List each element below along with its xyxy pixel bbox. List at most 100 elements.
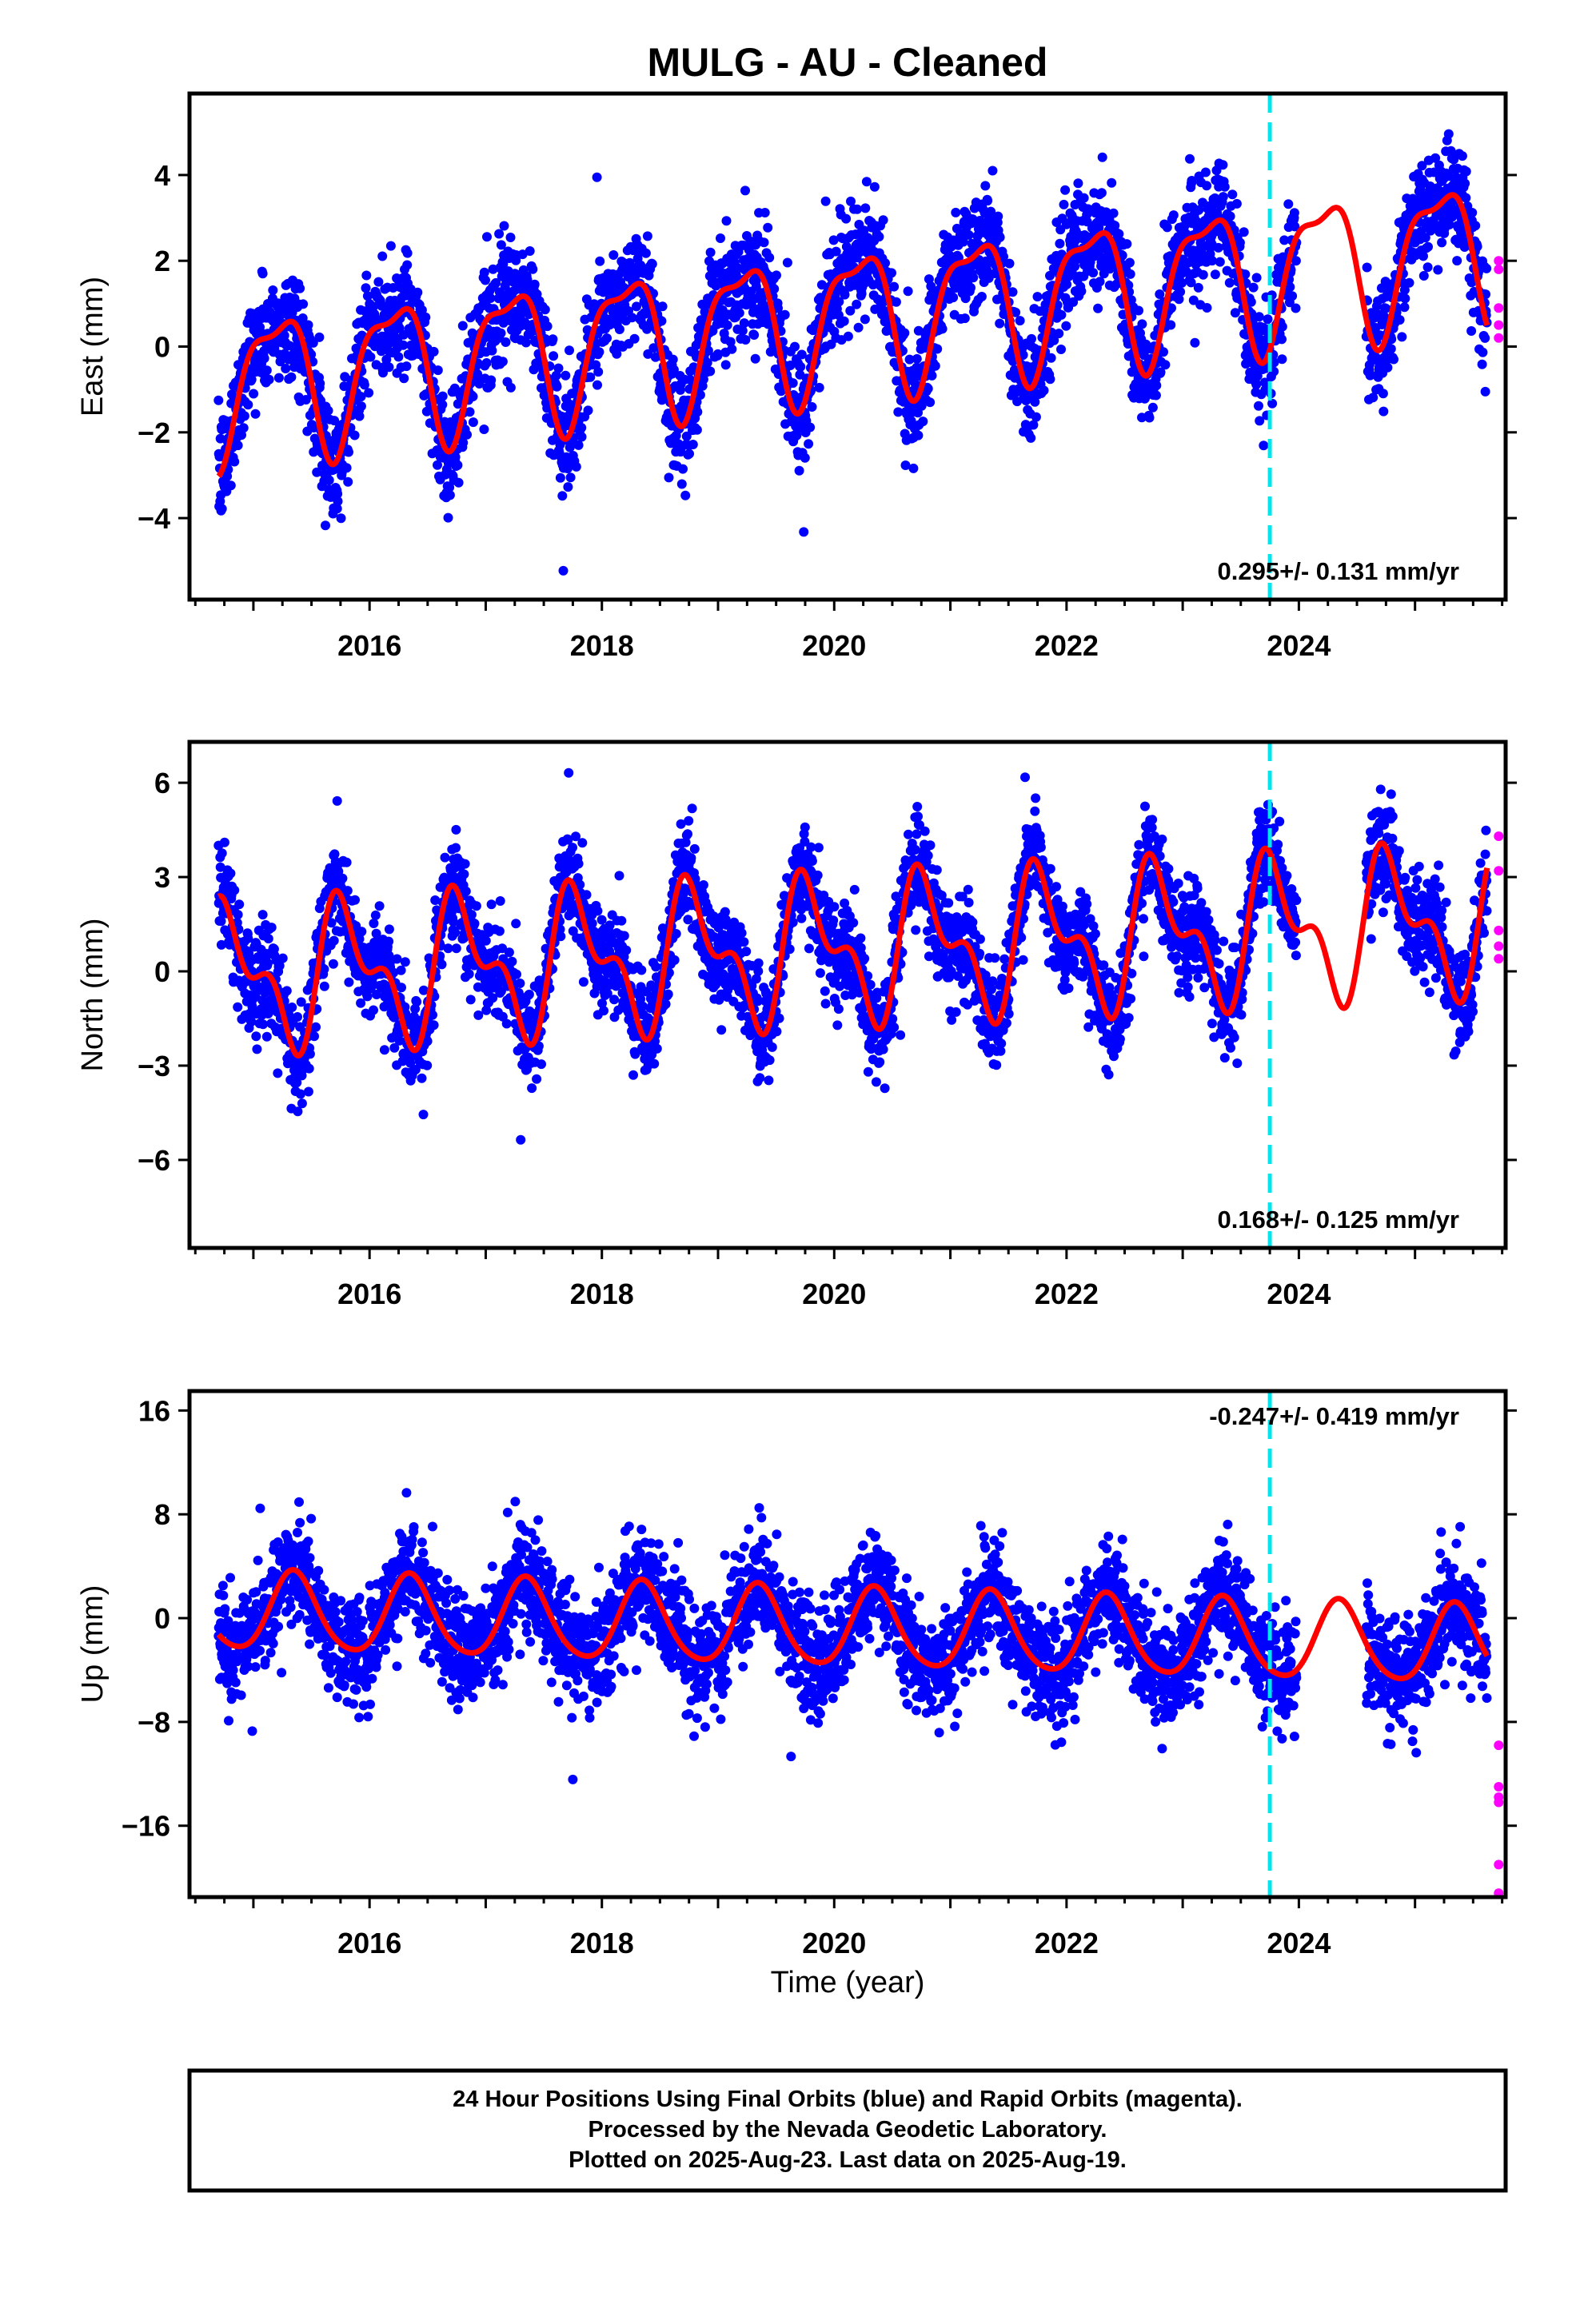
data-point bbox=[506, 233, 516, 242]
data-point bbox=[273, 1068, 282, 1078]
data-point bbox=[1203, 303, 1212, 313]
data-point bbox=[458, 321, 468, 331]
data-point bbox=[361, 271, 371, 281]
data-point bbox=[485, 293, 495, 303]
data-point bbox=[680, 491, 690, 500]
data-point bbox=[487, 346, 497, 356]
data-point bbox=[1109, 209, 1119, 218]
data-point bbox=[512, 970, 521, 979]
data-point bbox=[1249, 283, 1259, 293]
data-point bbox=[1219, 192, 1228, 201]
data-point bbox=[451, 843, 461, 853]
data-point bbox=[1481, 387, 1490, 397]
data-point bbox=[572, 462, 581, 472]
data-point bbox=[282, 986, 292, 995]
data-point bbox=[1462, 167, 1471, 177]
data-point bbox=[1027, 334, 1036, 344]
data-point bbox=[931, 361, 940, 371]
data-point bbox=[329, 959, 338, 969]
data-point bbox=[602, 333, 612, 343]
data-point bbox=[278, 954, 288, 963]
data-point bbox=[1151, 381, 1161, 390]
rapid-point bbox=[1494, 256, 1503, 265]
data-point bbox=[304, 1087, 313, 1097]
data-point bbox=[592, 173, 602, 182]
y-axis-label: East (mm) bbox=[76, 277, 110, 417]
data-point bbox=[251, 1031, 261, 1041]
data-point bbox=[1166, 321, 1175, 330]
data-point bbox=[925, 397, 935, 407]
data-point bbox=[763, 223, 772, 233]
data-point bbox=[229, 457, 239, 467]
data-point bbox=[841, 214, 851, 224]
data-point bbox=[243, 400, 253, 409]
data-point bbox=[541, 305, 550, 314]
data-point bbox=[260, 353, 269, 363]
data-point bbox=[482, 358, 492, 368]
data-point bbox=[1480, 333, 1490, 343]
data-point bbox=[217, 504, 227, 513]
data-point bbox=[350, 431, 360, 440]
data-point bbox=[429, 347, 439, 357]
data-point bbox=[1145, 413, 1155, 423]
data-point bbox=[593, 367, 603, 377]
data-point bbox=[438, 392, 448, 401]
data-point bbox=[403, 249, 413, 258]
data-point bbox=[1220, 182, 1230, 192]
data-point bbox=[479, 425, 489, 434]
plot-area bbox=[213, 94, 1503, 600]
data-point bbox=[1199, 270, 1208, 280]
data-point bbox=[764, 253, 774, 262]
data-point bbox=[386, 241, 396, 251]
data-point bbox=[1054, 329, 1063, 338]
data-point bbox=[473, 1011, 483, 1020]
data-point bbox=[1291, 256, 1301, 265]
data-point bbox=[740, 185, 750, 195]
data-point bbox=[470, 919, 480, 928]
data-point bbox=[437, 400, 447, 409]
data-point bbox=[1290, 208, 1299, 217]
data-point bbox=[783, 258, 792, 268]
data-point bbox=[421, 313, 430, 322]
data-point bbox=[355, 412, 365, 421]
data-point bbox=[799, 527, 808, 536]
data-point bbox=[233, 1003, 242, 1012]
data-point bbox=[1460, 179, 1470, 189]
data-point bbox=[344, 978, 353, 987]
data-point bbox=[532, 1074, 541, 1084]
data-point bbox=[495, 927, 505, 936]
data-point bbox=[966, 283, 976, 293]
data-point bbox=[608, 250, 618, 260]
data-point bbox=[1202, 181, 1211, 190]
data-point bbox=[401, 361, 411, 371]
data-point bbox=[333, 496, 343, 506]
data-point bbox=[309, 1031, 319, 1041]
data-point bbox=[329, 936, 339, 946]
data-point bbox=[225, 869, 235, 879]
data-point bbox=[995, 319, 1004, 329]
data-point bbox=[1047, 353, 1056, 363]
data-point bbox=[723, 321, 732, 330]
data-point bbox=[516, 1135, 525, 1145]
x-tick-label: 2024 bbox=[1267, 629, 1331, 662]
data-point bbox=[574, 440, 584, 450]
data-point bbox=[466, 995, 476, 1004]
data-point bbox=[505, 947, 514, 957]
data-point bbox=[1088, 268, 1098, 277]
data-point bbox=[721, 360, 731, 369]
chart-title: MULG - AU - Cleaned bbox=[648, 40, 1048, 85]
data-point bbox=[274, 373, 284, 383]
data-point bbox=[361, 283, 371, 293]
data-point bbox=[441, 853, 450, 863]
data-point bbox=[337, 513, 346, 523]
data-point bbox=[968, 273, 978, 282]
data-point bbox=[1405, 278, 1414, 288]
data-point bbox=[384, 937, 393, 947]
data-point bbox=[800, 453, 810, 463]
data-point bbox=[314, 333, 324, 342]
data-point bbox=[515, 979, 525, 988]
data-point bbox=[705, 366, 715, 376]
data-point bbox=[904, 286, 913, 296]
data-point bbox=[668, 355, 678, 365]
